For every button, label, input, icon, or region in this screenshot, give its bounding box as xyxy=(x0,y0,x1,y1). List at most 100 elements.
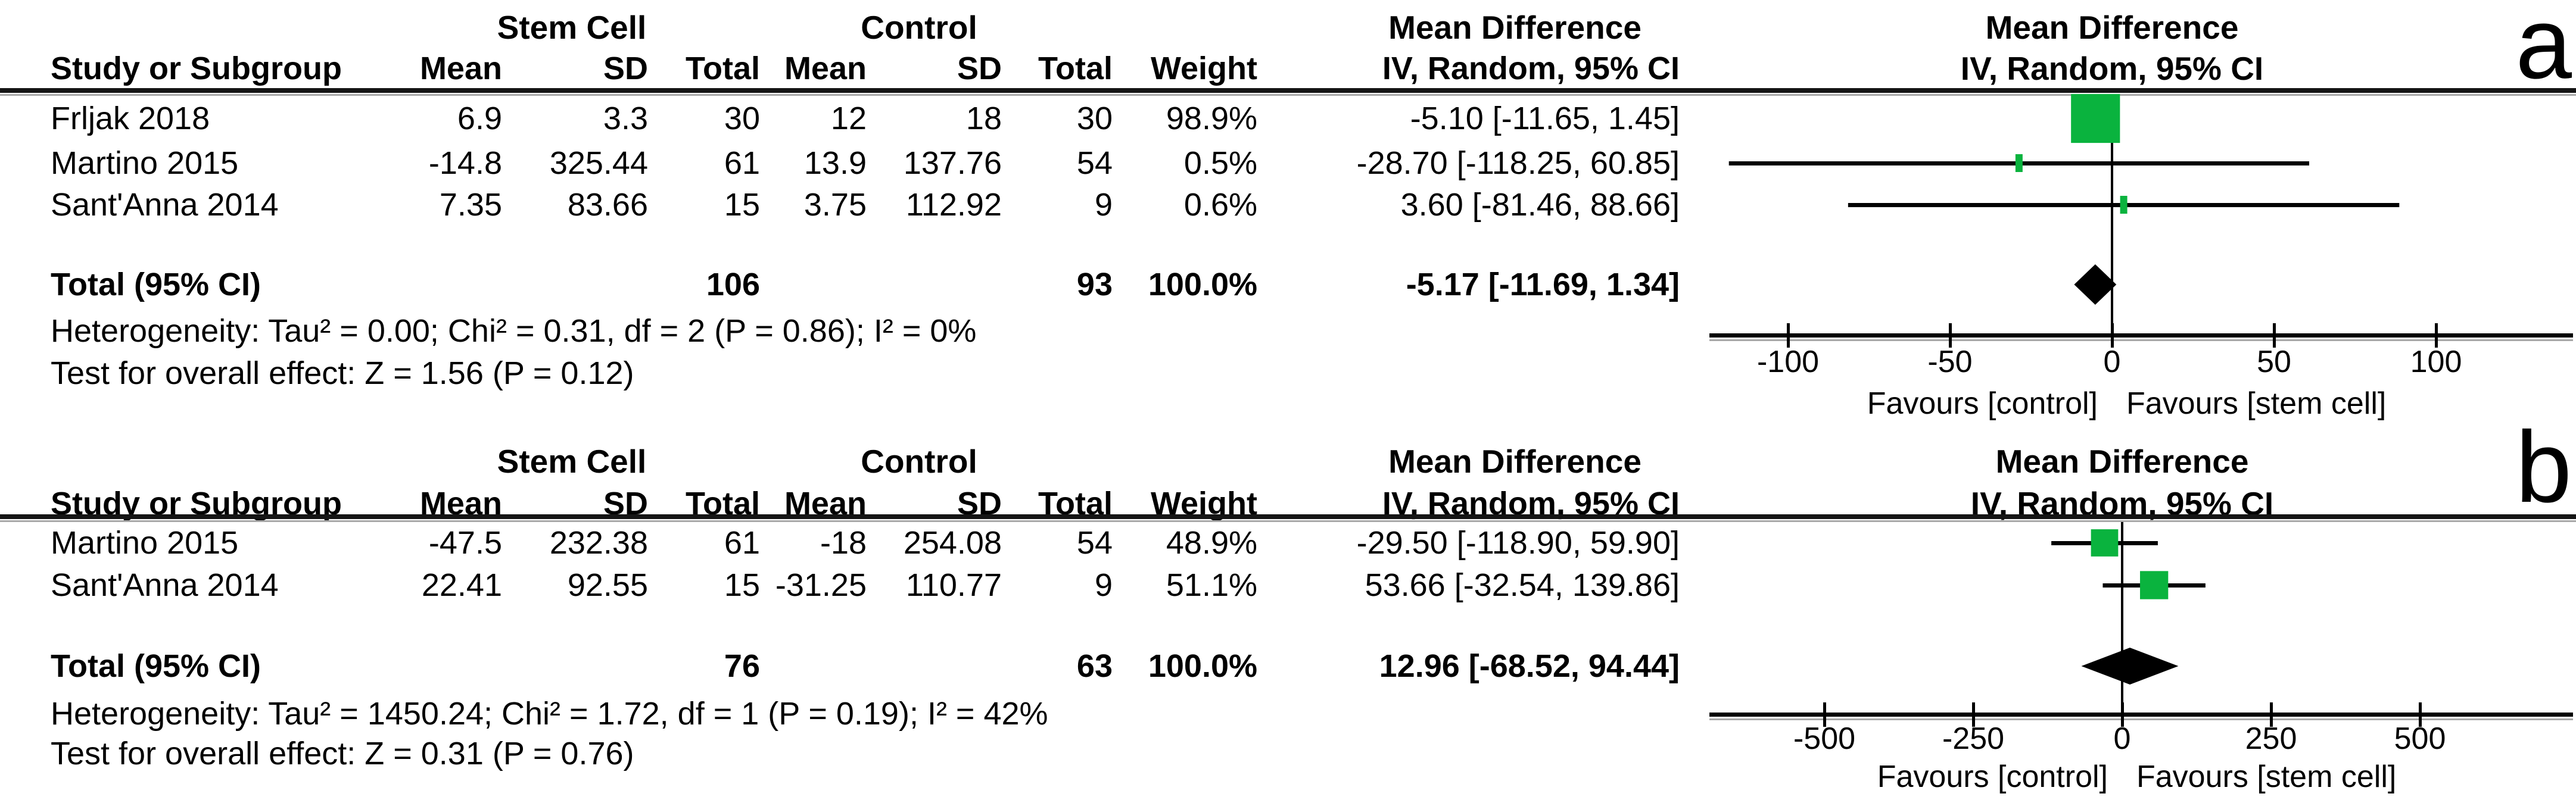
ctrl-sd: 137.76 xyxy=(903,145,1002,181)
group-header-mean-difference: Mean Difference xyxy=(1388,9,1641,46)
weight: 0.5% xyxy=(1183,145,1257,181)
heterogeneity-text: Heterogeneity: Tau² = 0.00; Chi² = 0.31,… xyxy=(51,313,977,349)
ctrl-sd: 112.92 xyxy=(905,187,1002,223)
exp-mean: -14.8 xyxy=(428,145,502,181)
study-row: Martino 2015 -14.8 325.44 61 13.9 137.76… xyxy=(0,145,2576,181)
total-weight: 100.0% xyxy=(1148,648,1257,684)
effect-square xyxy=(2120,196,2128,214)
col-header-ctrl-total: Total xyxy=(1038,51,1113,86)
tick-mark xyxy=(1787,323,1790,348)
x-axis-shadow xyxy=(1709,339,2573,341)
exp-total: 15 xyxy=(724,187,760,223)
exp-sd: 83.66 xyxy=(567,187,648,223)
header-rule-shadow xyxy=(0,94,2576,96)
effect-square xyxy=(2140,571,2169,599)
tick-label: -250 xyxy=(1942,721,2004,756)
study-name: Frljak 2018 xyxy=(51,101,210,136)
total-row: Total (95% CI) 76 63 100.0% 12.96 [-68.5… xyxy=(0,648,2576,684)
plot-header-effect: Mean Difference xyxy=(1985,9,2239,46)
col-header-exp-sd: SD xyxy=(603,51,648,86)
ctrl-sd: 110.77 xyxy=(905,567,1002,603)
weight: 48.9% xyxy=(1166,525,1257,561)
tick-mark xyxy=(1972,702,1975,727)
total-exp-n: 106 xyxy=(706,267,760,302)
ci-text: -28.70 [-118.25, 60.85] xyxy=(1356,145,1680,181)
ctrl-sd: 254.08 xyxy=(903,525,1002,561)
weight: 51.1% xyxy=(1166,567,1257,603)
tick-mark xyxy=(2273,323,2276,348)
plot-header-method: IV, Random, 95% CI xyxy=(1960,50,2264,87)
column-header-row: Study or Subgroup Mean SD Total Mean SD … xyxy=(0,51,2576,86)
forest-plot-b: -500 -250 0 250 500 Favours [control] Favours … xyxy=(1709,522,2573,794)
total-row: Total (95% CI) 106 93 100.0% -5.17 [-11.… xyxy=(0,267,2576,302)
ctrl-sd: 18 xyxy=(965,101,1002,136)
x-axis xyxy=(1709,713,2573,717)
exp-sd: 3.3 xyxy=(603,101,648,136)
exp-mean: 6.9 xyxy=(457,101,502,136)
tick-label: -50 xyxy=(1927,345,1972,379)
ctrl-mean: 3.75 xyxy=(803,187,867,223)
tick-label: 0 xyxy=(2104,345,2121,379)
ci-text: 3.60 [-81.46, 88.66] xyxy=(1400,187,1680,223)
study-name: Martino 2015 xyxy=(51,145,239,181)
ctrl-total: 54 xyxy=(1076,525,1113,561)
exp-mean: 22.41 xyxy=(421,567,502,603)
total-label: Total (95% CI) xyxy=(51,267,261,302)
effect-square xyxy=(2015,154,2023,172)
total-ci-text: -5.17 [-11.69, 1.34] xyxy=(1406,267,1680,302)
ctrl-mean: -31.25 xyxy=(775,567,867,603)
total-ci-text: 12.96 [-68.52, 94.44] xyxy=(1379,648,1680,684)
tick-mark xyxy=(2111,323,2114,348)
ci-text: 53.66 [-32.54, 139.86] xyxy=(1365,567,1680,603)
group-header-control: Control xyxy=(861,443,977,480)
panel-letter-b: b xyxy=(2515,411,2572,524)
total-label: Total (95% CI) xyxy=(51,648,261,684)
exp-mean: 7.35 xyxy=(439,187,502,223)
tick-label: 50 xyxy=(2257,345,2291,379)
group-header-stem-cell: Stem Cell xyxy=(497,9,647,46)
zero-line xyxy=(2121,522,2123,713)
study-name: Sant'Anna 2014 xyxy=(51,567,279,603)
tick-mark xyxy=(1823,702,1826,727)
ctrl-mean: 13.9 xyxy=(803,145,867,181)
heterogeneity-text: Heterogeneity: Tau² = 1450.24; Chi² = 1.… xyxy=(51,696,1048,732)
x-axis xyxy=(1709,333,2573,338)
col-header-exp-mean: Mean xyxy=(419,51,502,86)
favours-left-label: Favours [control] xyxy=(1877,760,2108,794)
study-row: Martino 2015 -47.5 232.38 61 -18 254.08 … xyxy=(0,525,2576,561)
col-header-ctrl-mean: Mean xyxy=(784,51,867,86)
group-header-mean-difference: Mean Difference xyxy=(1388,443,1641,480)
header-rule xyxy=(0,514,2576,519)
exp-total: 30 xyxy=(724,101,760,136)
study-name: Sant'Anna 2014 xyxy=(51,187,279,223)
tick-label: -500 xyxy=(1793,721,1855,756)
study-row: Sant'Anna 2014 7.35 83.66 15 3.75 112.92… xyxy=(0,187,2576,223)
tick-mark xyxy=(2270,702,2273,727)
col-header-exp-total: Total xyxy=(686,51,760,86)
ctrl-total: 9 xyxy=(1094,187,1113,223)
weight: 98.9% xyxy=(1166,101,1257,136)
col-header-ci: IV, Random, 95% CI xyxy=(1382,51,1680,86)
study-row: Sant'Anna 2014 22.41 92.55 15 -31.25 110… xyxy=(0,567,2576,603)
exp-mean: -47.5 xyxy=(428,525,502,561)
ci-text: -29.50 [-118.90, 59.90] xyxy=(1356,525,1680,561)
exp-sd: 232.38 xyxy=(549,525,648,561)
ctrl-total: 9 xyxy=(1094,567,1113,603)
tick-label: 0 xyxy=(2114,721,2131,756)
tick-mark xyxy=(2419,702,2422,727)
ctrl-mean: 12 xyxy=(830,101,867,136)
ctrl-total: 30 xyxy=(1076,101,1113,136)
tick-mark xyxy=(2121,702,2124,727)
col-header-ctrl-sd: SD xyxy=(957,51,1002,86)
total-weight: 100.0% xyxy=(1148,267,1257,302)
tick-label: 250 xyxy=(2245,721,2297,756)
group-header-control: Control xyxy=(861,9,977,46)
pooled-diamond xyxy=(2081,648,2179,685)
x-axis-shadow xyxy=(1709,718,2573,720)
pooled-diamond xyxy=(2074,264,2117,305)
overall-effect-text: Test for overall effect: Z = 1.56 (P = 0… xyxy=(51,355,634,391)
study-name: Martino 2015 xyxy=(51,525,239,561)
plot-header-effect: Mean Difference xyxy=(1995,443,2249,480)
exp-total: 61 xyxy=(724,145,760,181)
col-header-study: Study or Subgroup xyxy=(51,51,342,86)
